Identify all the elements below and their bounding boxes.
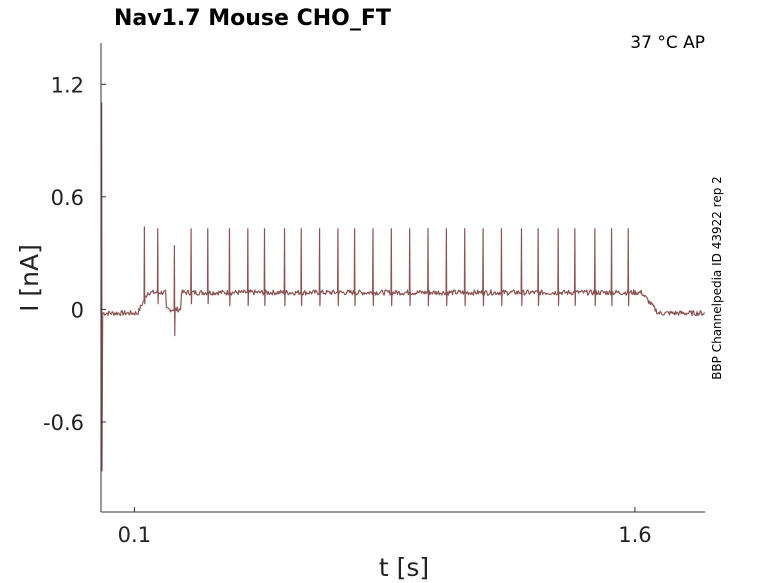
x-tick-label: 1.6 bbox=[618, 523, 651, 547]
plot-area bbox=[100, 102, 706, 472]
y-tick-label: 0.6 bbox=[51, 186, 84, 210]
x-tick-label: 0.1 bbox=[118, 523, 151, 547]
chart-title: Nav1.7 Mouse CHO_FT bbox=[114, 6, 391, 31]
y-tick-label: 1.2 bbox=[51, 73, 84, 97]
x-axis-label: t [s] bbox=[379, 553, 429, 582]
y-tick-label: 0 bbox=[71, 298, 84, 322]
side-label: BBP Channelpedia ID 43922 rep 2 bbox=[710, 176, 724, 380]
y-tick-label: -0.6 bbox=[43, 411, 84, 435]
y-ticks: 1.2 0.6 0 -0.6 bbox=[43, 73, 106, 435]
y-axis-label: I [nA] bbox=[15, 244, 44, 312]
x-ticks: 0.1 1.6 bbox=[118, 507, 652, 547]
current-trace-line bbox=[100, 102, 706, 472]
condition-annotation: 37 °C AP bbox=[630, 33, 705, 53]
